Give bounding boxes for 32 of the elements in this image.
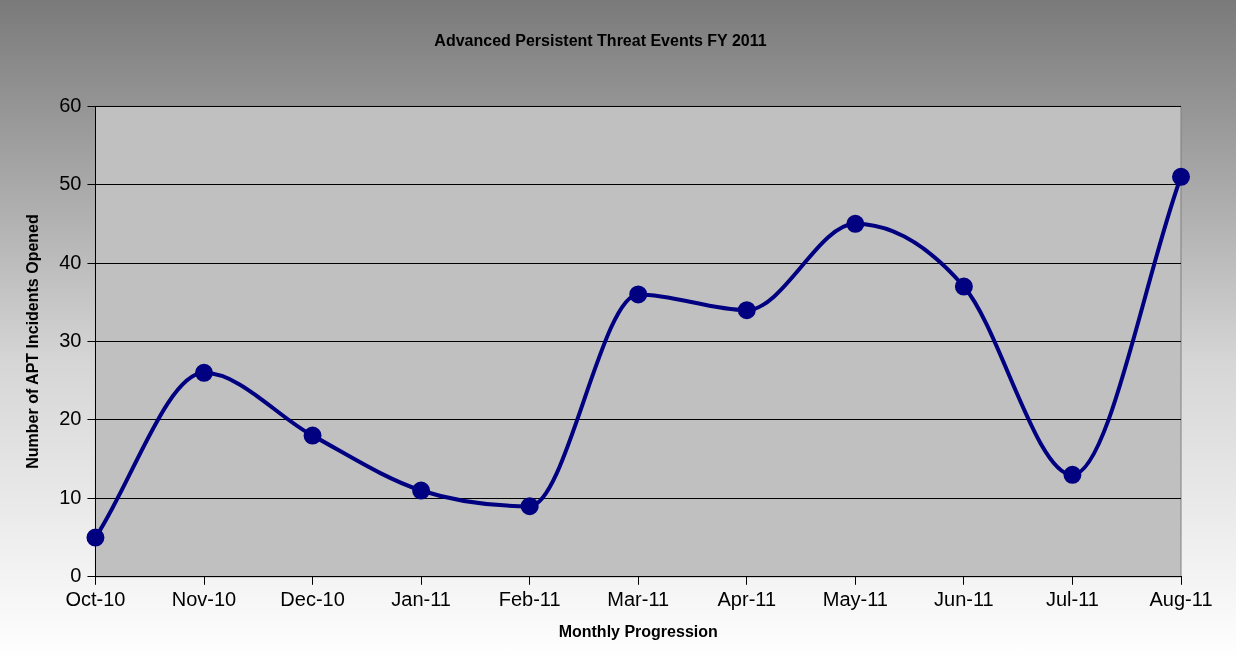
- x-axis-title: Monthly Progression: [558, 622, 718, 640]
- y-tick-label: 40: [59, 250, 82, 273]
- x-tick-label: Apr-11: [717, 588, 777, 611]
- x-tick-label: Oct-10: [65, 588, 126, 611]
- y-tick-label: 0: [70, 564, 82, 587]
- point: [520, 497, 539, 516]
- x-tick-label: Jan-11: [391, 588, 451, 611]
- point: [1172, 167, 1190, 186]
- y-tick-label: 30: [59, 329, 82, 352]
- point: [954, 277, 973, 296]
- point: [195, 363, 213, 382]
- x-tick-label: Aug-11: [1149, 588, 1213, 611]
- point: [412, 481, 431, 500]
- point: [629, 285, 648, 304]
- point: [846, 214, 865, 233]
- x-tick-label: Jun-11: [934, 588, 994, 611]
- x-tick-label: Dec-10: [280, 588, 345, 611]
- y-tick-label: 50: [59, 172, 82, 195]
- x-tick-label: Jul-11: [1045, 588, 1099, 611]
- y-tick-label: 10: [59, 485, 82, 508]
- y-axis-title: Number of APT Incidents Opened: [24, 214, 42, 469]
- point: [86, 528, 105, 547]
- y-tick-label: 60: [59, 93, 82, 116]
- x-tick-label: Mar-11: [607, 588, 670, 611]
- point: [303, 426, 322, 445]
- y-tick-label: 20: [59, 407, 82, 430]
- x-tick-label: Feb-11: [498, 588, 561, 611]
- point: [737, 301, 756, 320]
- x-tick-label: May-11: [822, 588, 888, 611]
- point: [1063, 465, 1082, 484]
- chart-title: Advanced Persistent Threat Events FY 2011: [434, 32, 767, 50]
- x-tick-label: Nov-10: [171, 588, 237, 611]
